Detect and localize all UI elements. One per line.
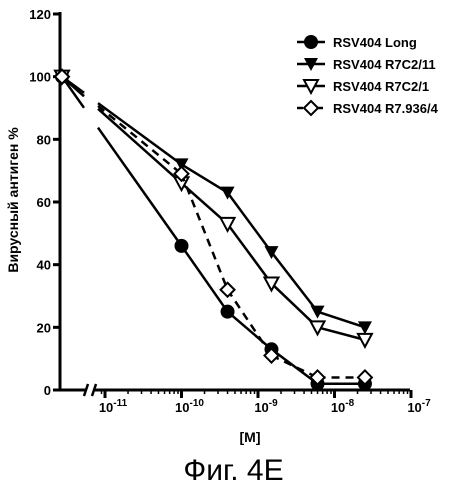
y-tick-label: 20 <box>37 320 51 335</box>
y-tick-label: 60 <box>37 195 51 210</box>
x-tick-label: 10-11 <box>99 398 128 415</box>
series-4 <box>53 68 374 386</box>
data-point <box>262 276 281 293</box>
data-point <box>174 238 189 253</box>
x-tick-label: 10-10 <box>175 398 204 415</box>
series-line <box>97 104 183 175</box>
legend-item-2: RSV404 R7C2/11 <box>297 57 436 72</box>
y-tick-label: 40 <box>37 258 51 273</box>
chart: 0 20 40 60 80 100 120 10-11 10-10 10-9 10-8 10-7 RS… <box>5 7 439 445</box>
data-point <box>309 369 326 386</box>
legend-marker <box>304 35 318 49</box>
series-layer <box>53 68 374 391</box>
series-line <box>96 126 183 247</box>
data-point <box>220 186 235 200</box>
x-axis-break <box>82 383 90 397</box>
x-tick-label: 10-9 <box>254 398 278 415</box>
data-point <box>356 369 374 386</box>
data-point <box>218 216 237 234</box>
series-line <box>97 107 183 185</box>
series-line <box>270 282 319 329</box>
data-point <box>220 304 235 319</box>
data-point <box>356 332 374 349</box>
legend-marker <box>304 58 318 71</box>
legend: RSV404 Long RSV404 R7C2/11 RSV404 R7C2/1 RS… <box>297 35 439 117</box>
series-line <box>317 326 366 342</box>
x-axis-label: [M] <box>240 429 261 445</box>
data-point <box>310 305 325 319</box>
series-line <box>180 173 229 291</box>
y-tick-label: 80 <box>37 132 51 147</box>
series-3 <box>53 69 374 349</box>
series-line <box>270 251 319 313</box>
series-line <box>226 191 273 253</box>
data-point <box>264 246 279 260</box>
series-line <box>270 354 319 379</box>
legend-marker <box>302 99 320 117</box>
figure-caption: Фиг. 4E <box>183 454 284 487</box>
data-point <box>219 281 236 299</box>
data-point <box>357 321 372 335</box>
legend-label: RSV404 Long <box>333 35 417 50</box>
legend-marker <box>302 79 320 96</box>
series-line <box>226 310 273 351</box>
y-tick-label: 100 <box>29 70 51 85</box>
series-line <box>97 102 183 166</box>
series-line <box>226 289 273 357</box>
x-tick-label: 10-8 <box>331 398 355 415</box>
legend-item-4: RSV404 R7.936/4 <box>297 99 439 117</box>
data-point <box>174 158 189 172</box>
legend-label: RSV404 R7C2/1 <box>333 79 429 94</box>
x-tick-label: 10-7 <box>407 398 431 415</box>
series-line <box>180 245 229 313</box>
y-axis-label: Вирусный антиген % <box>5 127 21 273</box>
data-point <box>263 347 280 364</box>
legend-label: RSV404 R7.936/4 <box>333 101 439 116</box>
data-point <box>308 320 327 337</box>
y-tick-label: 0 <box>44 383 51 398</box>
data-point <box>53 68 71 86</box>
axes: 0 20 40 60 80 100 120 10-11 10-10 10-9 10-8 10-7 <box>29 7 431 415</box>
series-line <box>180 163 229 194</box>
legend-item-1: RSV404 Long <box>297 35 417 50</box>
series-line <box>226 223 273 285</box>
x-axis-break <box>90 383 98 397</box>
legend-label: RSV404 R7C2/11 <box>333 57 436 72</box>
legend-item-3: RSV404 R7C2/1 <box>297 79 429 96</box>
series-1 <box>55 69 372 391</box>
series-line <box>317 310 366 329</box>
data-point <box>173 165 190 183</box>
y-tick-label: 120 <box>29 7 51 22</box>
